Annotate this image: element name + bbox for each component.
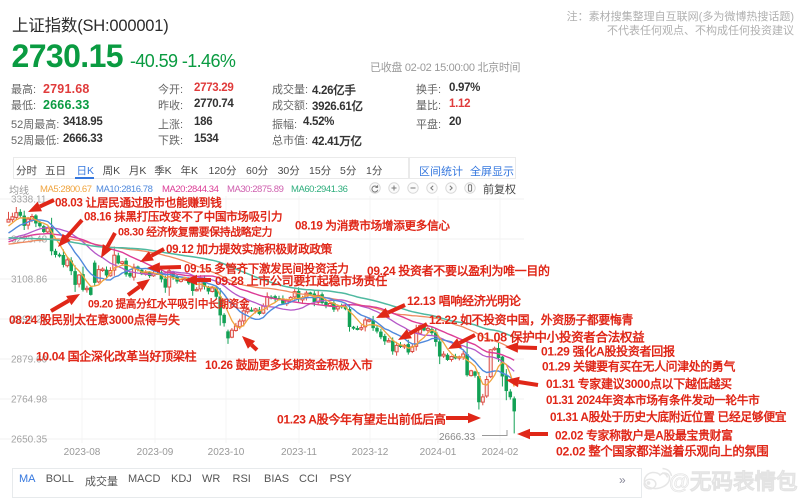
svg-text:09.15 多管齐下激发民间投资活力: 09.15 多管齐下激发民间投资活力 [184,262,349,276]
svg-text:02.02 专家称散户是A股最宝贵财富: 02.02 专家称散户是A股最宝贵财富 [555,428,733,442]
svg-text:01.31 A股处于历史大底附近位置 已经足够便宜: 01.31 A股处于历史大底附近位置 已经足够便宜 [550,410,787,424]
svg-text:08.16 抹黑打压改变不了中国市场吸引力: 08.16 抹黑打压改变不了中国市场吸引力 [84,209,282,223]
svg-text:2024-02: 2024-02 [482,447,519,458]
svg-text:2764.98: 2764.98 [11,395,48,406]
svg-text:2024-01: 2024-01 [420,447,457,458]
svg-text:2023-08: 2023-08 [64,447,101,458]
svg-text:08.24 股民别太在意3000点得与失: 08.24 股民别太在意3000点得与失 [9,313,180,327]
svg-text:3108.86: 3108.86 [11,275,48,286]
svg-text:01.23 A股今年有望走出前低后高: 01.23 A股今年有望走出前低后高 [277,411,446,426]
svg-text:01.31 专家建议3000点以下越低越买: 01.31 专家建议3000点以下越低越买 [546,376,732,391]
svg-text:2023-10: 2023-10 [208,447,245,458]
svg-text:2994.23: 2994.23 [11,315,48,326]
svg-text:09.28 上市公司要扛起稳市场责任: 09.28 上市公司要扛起稳市场责任 [215,273,387,288]
svg-text:01.31 2024年资本市场有条件发动一轮牛市: 01.31 2024年资本市场有条件发动一轮牛市 [546,393,760,407]
svg-text:3223.48: 3223.48 [11,235,48,246]
svg-text:08.03 让居民通过股市也能赚到钱: 08.03 让居民通过股市也能赚到钱 [55,196,222,210]
svg-text:02.02 整个国家都洋溢着乐观向上的氛围: 02.02 整个国家都洋溢着乐观向上的氛围 [556,444,768,459]
svg-text:09.20 提高分红水平吸引中长期资金: 09.20 提高分红水平吸引中长期资金 [88,298,250,311]
svg-text:10.26 鼓励更多长期资金积极入市: 10.26 鼓励更多长期资金积极入市 [205,358,373,372]
svg-text:2023-11: 2023-11 [281,447,317,458]
svg-text:@无码表情包: @无码表情包 [669,469,798,494]
svg-text:3338.11: 3338.11 [11,195,47,206]
svg-text:09.24 投资者不要以盈利为唯一目的: 09.24 投资者不要以盈利为唯一目的 [367,263,550,278]
svg-text:10.04 国企深化改革当好顶梁柱: 10.04 国企深化改革当好顶梁柱 [36,348,197,363]
svg-text:01.29 关键要有买在无人问津处的勇气: 01.29 关键要有买在无人问津处的勇气 [542,359,735,373]
svg-text:2023-12: 2023-12 [352,447,389,458]
svg-text:2666.33: 2666.33 [439,432,476,443]
svg-text:01.08 保护中小投资者合法权益: 01.08 保护中小投资者合法权益 [477,330,645,345]
svg-text:08.30 经济恢复需要保持战略定力: 08.30 经济恢复需要保持战略定力 [118,224,273,238]
svg-text:09.12 加力提效实施积极财政政策: 09.12 加力提效实施积极财政政策 [166,242,333,256]
svg-text:12.13 唱响经济光明论: 12.13 唱响经济光明论 [407,293,522,308]
svg-text:08.19 为消费市场增添更多信心: 08.19 为消费市场增添更多信心 [295,219,450,233]
svg-text:12.22 如不投资中国，外资肠子都要悔青: 12.22 如不投资中国，外资肠子都要悔青 [429,313,633,327]
svg-text:2879.60: 2879.60 [11,355,48,366]
svg-text:2023-09: 2023-09 [137,447,174,458]
svg-text:01.29 强化A股投资者回报: 01.29 强化A股投资者回报 [541,344,676,359]
svg-text:2650.35: 2650.35 [11,435,48,446]
